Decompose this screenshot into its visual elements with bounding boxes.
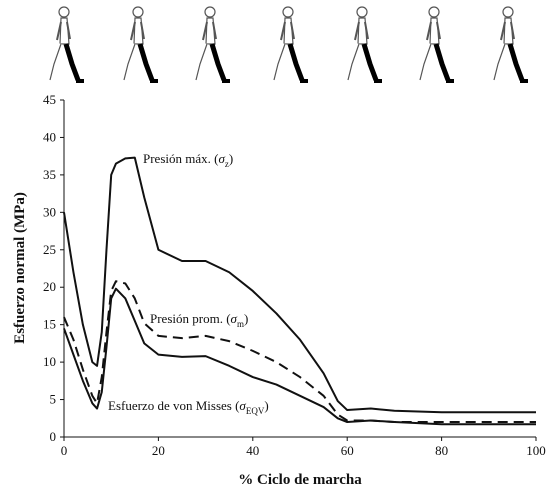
x-axis-title: % Ciclo de marcha bbox=[238, 472, 362, 488]
walker-figure bbox=[346, 7, 382, 82]
annotation-close: ) bbox=[229, 151, 233, 166]
walker-figure bbox=[492, 7, 528, 82]
series-line bbox=[63, 156, 536, 414]
annotation-text: Presión máx. ( bbox=[143, 151, 218, 166]
annotation-close: ) bbox=[264, 398, 268, 413]
walker-figure bbox=[418, 7, 454, 82]
annotation: Esfuerzo de von Misses (σEQV) bbox=[108, 398, 269, 416]
y-tick-label: 45 bbox=[43, 92, 56, 107]
y-tick-label: 20 bbox=[43, 279, 56, 294]
annotation: Presión máx. (σz) bbox=[143, 151, 233, 169]
annotation-symbol: σ bbox=[218, 151, 225, 166]
annotation-symbol: σ bbox=[239, 398, 246, 413]
y-tick-label: 30 bbox=[43, 204, 56, 219]
annotation-close: ) bbox=[244, 311, 248, 326]
x-tick-label: 20 bbox=[152, 443, 165, 458]
y-tick-label: 0 bbox=[50, 429, 57, 444]
annotation-text: Presión prom. ( bbox=[150, 311, 231, 326]
walker-figure bbox=[122, 7, 158, 82]
x-tick-label: 60 bbox=[341, 443, 354, 458]
y-tick-label: 40 bbox=[43, 129, 56, 144]
annotation: Presión prom. (σm) bbox=[150, 311, 248, 329]
x-tick-label: 40 bbox=[246, 443, 259, 458]
y-axis-title: Esfuerzo normal (MPa) bbox=[12, 192, 28, 344]
annotation-subscript: z bbox=[225, 159, 229, 169]
walker-figure bbox=[48, 7, 84, 82]
annotation-subscript: m bbox=[237, 319, 244, 329]
x-tick-label: 0 bbox=[61, 443, 68, 458]
annotation-symbol: σ bbox=[231, 311, 238, 326]
y-tick-label: 5 bbox=[50, 392, 57, 407]
walker-figure bbox=[194, 7, 230, 82]
x-tick-label: 100 bbox=[526, 443, 546, 458]
series-line bbox=[63, 280, 536, 424]
y-tick-label: 35 bbox=[43, 167, 56, 182]
annotation-text: Esfuerzo de von Misses ( bbox=[108, 398, 239, 413]
walker-figure bbox=[272, 7, 308, 82]
annotation-subscript: EQV bbox=[246, 406, 265, 416]
x-tick-label: 80 bbox=[435, 443, 448, 458]
y-tick-label: 10 bbox=[43, 354, 56, 369]
walking-figures bbox=[48, 7, 528, 82]
series-line bbox=[63, 287, 536, 426]
y-tick-label: 25 bbox=[43, 242, 56, 257]
y-tick-label: 15 bbox=[43, 317, 56, 332]
